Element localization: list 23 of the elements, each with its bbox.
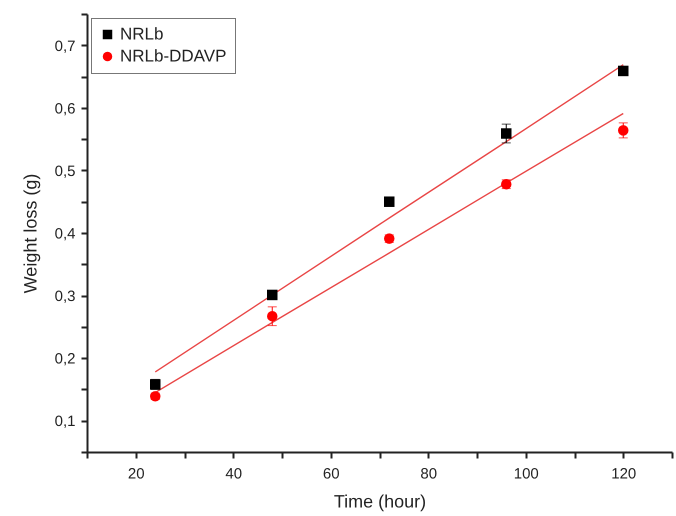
y-tick-label: 0,3: [54, 288, 76, 306]
y-axis-title: Weight loss (g): [20, 174, 41, 294]
point: [618, 66, 628, 76]
x-axis-title: Time (hour): [334, 492, 426, 512]
x-tick-label: 20: [128, 466, 145, 482]
y-tick-label: 0,2: [54, 350, 76, 368]
x-tick-label: 60: [322, 466, 340, 482]
point: [384, 196, 394, 207]
x-tick-label: 120: [611, 466, 636, 482]
legend-label: NRLb-DDAVP: [120, 46, 226, 66]
y-tick-label: 0,5: [54, 162, 76, 180]
x-tick-label: 80: [420, 466, 438, 482]
y-tick-label: 0,1: [54, 413, 76, 430]
point: [501, 128, 512, 139]
point: [267, 290, 278, 300]
y-tick-label: 0,6: [54, 100, 76, 118]
x-tick-label: 40: [225, 466, 242, 482]
y-tick-label: 0,7: [54, 38, 76, 55]
x-tick-label: 100: [514, 466, 539, 482]
y-tick-label: 0,4: [54, 226, 76, 242]
legend-label: NRLb: [120, 24, 164, 44]
point: [618, 125, 628, 136]
point: [267, 310, 278, 322]
